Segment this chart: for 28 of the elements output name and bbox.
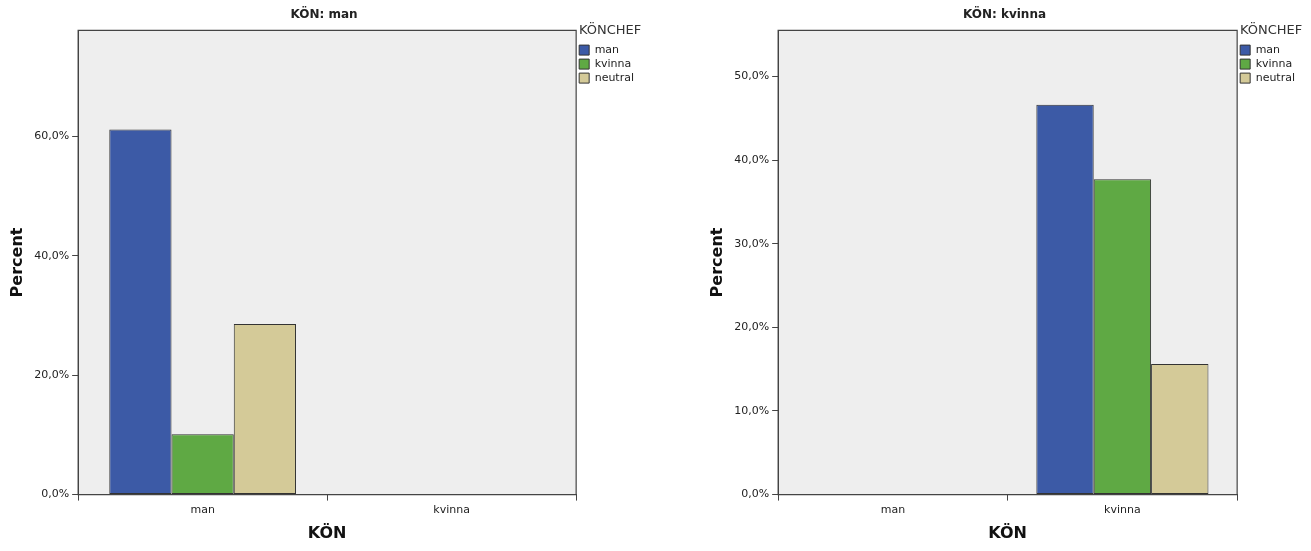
y-tick-label: 10,0%: [734, 403, 770, 417]
y-axis-title: Percent: [6, 227, 26, 298]
x-tick-label: kvinna: [433, 503, 470, 517]
legend-label: neutral: [1255, 70, 1295, 84]
y-tick-label: 40,0%: [34, 248, 70, 262]
y-tick-label: 20,0%: [34, 368, 70, 382]
legend-label: kvinna: [594, 56, 632, 70]
x-tick-label: man: [880, 503, 906, 517]
x-axis-title: KÖN: [307, 522, 347, 542]
x-tick-label: kvinna: [1104, 503, 1141, 517]
y-axis-title: Percent: [706, 227, 726, 298]
x-tick-label: man: [190, 503, 215, 517]
y-tick-label: 50,0%: [734, 69, 770, 83]
legend-label: kvinna: [1255, 56, 1293, 70]
y-tick-label: 40,0%: [734, 152, 770, 166]
legend-label: man: [594, 42, 620, 56]
legend-title: KÖNCHEF: [1239, 20, 1303, 37]
y-tick-label: 60,0%: [34, 129, 70, 143]
y-tick-label: 30,0%: [734, 236, 770, 250]
chart-title: KÖN: man: [290, 6, 358, 22]
y-tick-label: 20,0%: [734, 320, 770, 334]
y-tick-label: 0,0%: [741, 487, 770, 501]
legend-label: neutral: [594, 70, 634, 84]
x-axis-title: KÖN: [988, 522, 1027, 542]
legend-title: KÖNCHEF: [578, 20, 642, 37]
chart-title: KÖN: kvinna: [962, 6, 1047, 22]
y-tick-label: 0,0%: [41, 487, 70, 501]
legend-label: man: [1255, 42, 1281, 56]
